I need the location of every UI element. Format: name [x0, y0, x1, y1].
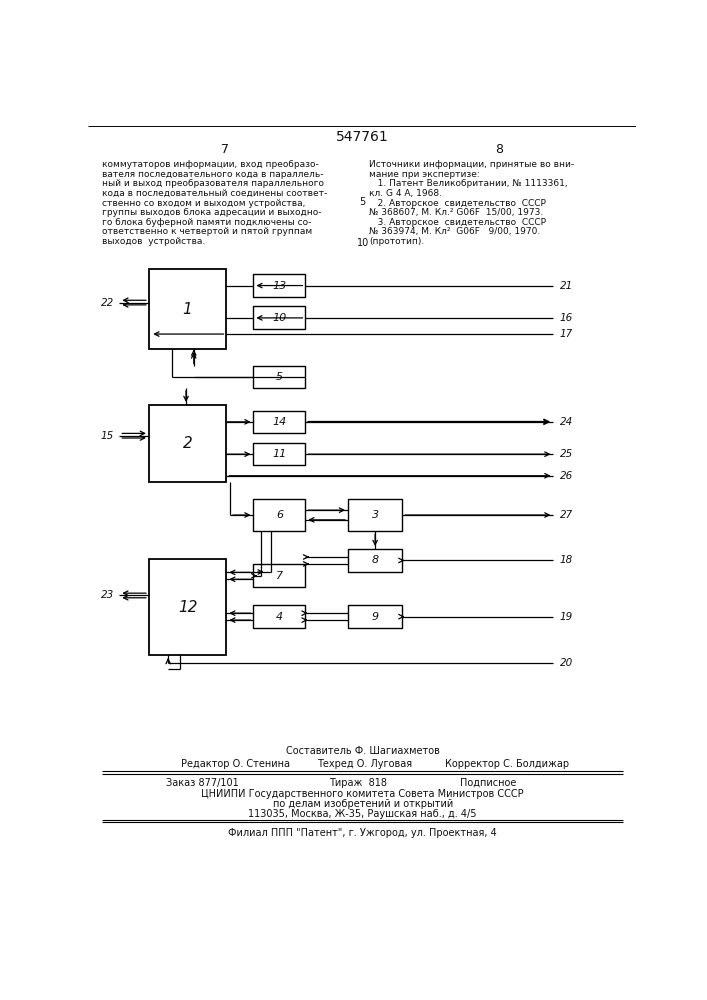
Text: Техред О. Луговая: Техред О. Луговая	[317, 759, 412, 769]
Text: Заказ 877/101: Заказ 877/101	[166, 778, 239, 788]
Text: ственно со входом и выходом устройства,: ственно со входом и выходом устройства,	[103, 199, 305, 208]
Bar	[253, 306, 305, 329]
Text: № 368607, М. Кл.² G06F  15/00, 1973.: № 368607, М. Кл.² G06F 15/00, 1973.	[369, 208, 543, 217]
Text: 3: 3	[372, 510, 379, 520]
Text: го блока буферной памяти подключены со-: го блока буферной памяти подключены со-	[103, 218, 312, 227]
Text: 5: 5	[276, 372, 283, 382]
Bar	[253, 499, 305, 531]
Text: 19: 19	[559, 612, 573, 622]
Text: 17: 17	[559, 329, 573, 339]
Bar	[348, 549, 402, 572]
Text: 26: 26	[559, 471, 573, 481]
Text: Источники информации, принятые во вни-: Источники информации, принятые во вни-	[369, 160, 574, 169]
Text: 7: 7	[221, 143, 229, 156]
Bar	[149, 559, 226, 655]
Text: 11: 11	[272, 449, 286, 459]
Text: 25: 25	[559, 449, 573, 459]
Text: 1. Патент Великобритании, № 1113361,: 1. Патент Великобритании, № 1113361,	[369, 179, 568, 188]
Text: Подписное: Подписное	[460, 778, 517, 788]
Text: 547761: 547761	[337, 130, 389, 144]
Text: 4: 4	[276, 612, 283, 622]
Bar	[253, 366, 305, 388]
Text: Составитель Ф. Шагиахметов: Составитель Ф. Шагиахметов	[286, 746, 440, 756]
Text: 1: 1	[182, 302, 192, 317]
Text: группы выходов блока адресации и выходно-: группы выходов блока адресации и выходно…	[103, 208, 322, 217]
Bar	[253, 411, 305, 433]
Bar	[348, 499, 402, 531]
Bar	[149, 405, 226, 482]
Text: № 363974, М. Кл²  G06F   9/00, 1970.: № 363974, М. Кл² G06F 9/00, 1970.	[369, 227, 540, 236]
Text: 15: 15	[100, 431, 114, 441]
Text: Филиал ППП "Патент", г. Ужгород, ул. Проектная, 4: Филиал ППП "Патент", г. Ужгород, ул. Про…	[228, 828, 497, 838]
Text: 12: 12	[178, 600, 197, 615]
Text: вателя последовательного кода в параллель-: вателя последовательного кода в параллел…	[103, 170, 324, 179]
Text: 13: 13	[272, 281, 286, 291]
Bar	[253, 274, 305, 297]
Text: ный и выход преобразователя параллельного: ный и выход преобразователя параллельног…	[103, 179, 325, 188]
Text: ЦНИИПИ Государственного комитета Совета Министров СССР: ЦНИИПИ Государственного комитета Совета …	[201, 789, 524, 799]
Bar	[149, 269, 226, 349]
Text: 8: 8	[495, 143, 503, 156]
Text: 2. Авторское  свидетельство  СССР: 2. Авторское свидетельство СССР	[369, 199, 546, 208]
Text: выходов  устройства.: выходов устройства.	[103, 237, 206, 246]
Text: 27: 27	[559, 510, 573, 520]
Text: 10: 10	[272, 313, 286, 323]
Text: кода в последовательный соединены соответ-: кода в последовательный соединены соотве…	[103, 189, 327, 198]
Bar	[253, 605, 305, 628]
Text: 10: 10	[356, 238, 369, 248]
Text: 113035, Москва, Ж-35, Раушская наб., д. 4/5: 113035, Москва, Ж-35, Раушская наб., д. …	[248, 809, 477, 819]
Text: (прототип).: (прототип).	[369, 237, 424, 246]
Text: 3. Авторское  свидетельство  СССР: 3. Авторское свидетельство СССР	[369, 218, 546, 227]
Bar	[253, 564, 305, 587]
Text: 5: 5	[360, 197, 366, 207]
Text: Редактор О. Стенина: Редактор О. Стенина	[182, 759, 291, 769]
Bar	[253, 443, 305, 465]
Text: 9: 9	[372, 612, 379, 622]
Text: 2: 2	[182, 436, 192, 451]
Text: 7: 7	[276, 571, 283, 581]
Text: 6: 6	[276, 510, 283, 520]
Text: по делам изобретений и открытий: по делам изобретений и открытий	[273, 799, 453, 809]
Text: ответственно к четвертой и пятой группам: ответственно к четвертой и пятой группам	[103, 227, 312, 236]
Text: 16: 16	[559, 313, 573, 323]
Text: 23: 23	[100, 590, 114, 600]
Text: 20: 20	[559, 658, 573, 668]
Text: Тираж  818: Тираж 818	[329, 778, 387, 788]
Text: 14: 14	[272, 417, 286, 427]
Text: коммутаторов информации, вход преобразо-: коммутаторов информации, вход преобразо-	[103, 160, 319, 169]
Text: 21: 21	[559, 281, 573, 291]
Text: мание при экспертизе:: мание при экспертизе:	[369, 170, 479, 179]
Text: кл. G 4 А, 1968.: кл. G 4 А, 1968.	[369, 189, 442, 198]
Text: 18: 18	[559, 555, 573, 565]
Text: 24: 24	[559, 417, 573, 427]
Text: 8: 8	[372, 555, 379, 565]
Bar	[348, 605, 402, 628]
Text: Корректор С. Болдижар: Корректор С. Болдижар	[445, 759, 569, 769]
Text: 22: 22	[100, 298, 114, 308]
